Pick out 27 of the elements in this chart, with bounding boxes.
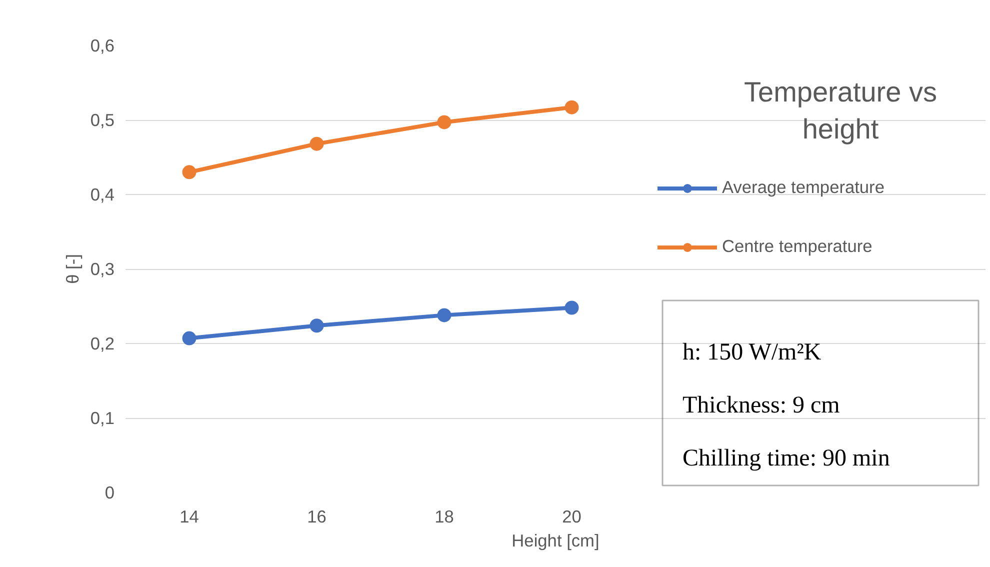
legend-label: Centre temperature [722, 236, 872, 257]
y-tick-label: 0,3 [90, 259, 115, 279]
text: Thickness: 9 cm [682, 392, 840, 418]
x-tick-label: 16 [307, 506, 326, 526]
y-tick-label: 0,4 [90, 184, 115, 204]
point [182, 331, 196, 346]
legend-label: Average temperature [722, 177, 884, 198]
x-axis-title: Height [cm] [512, 530, 600, 550]
text: Temperature vs height [744, 76, 937, 145]
point [437, 115, 452, 130]
y-tick-label: 0 [104, 482, 115, 502]
y-tick-label: 0,1 [90, 408, 115, 428]
point [310, 136, 324, 151]
y-tick-label: 0,6 [90, 36, 115, 56]
point [564, 100, 579, 114]
point [310, 318, 324, 333]
x-tick-label: 18 [434, 506, 454, 526]
x-tick-label: 20 [562, 506, 582, 526]
y-axis-title: θ [-] [62, 254, 82, 284]
point [437, 308, 452, 322]
text: Chilling time: 90 min [682, 446, 890, 472]
point [182, 165, 196, 180]
text: h: 150 W/m²K [682, 340, 822, 366]
x-tick-label: 14 [180, 506, 200, 526]
y-tick-label: 0,2 [90, 334, 115, 354]
y-tick-label: 0,5 [90, 110, 115, 130]
point [564, 300, 579, 315]
